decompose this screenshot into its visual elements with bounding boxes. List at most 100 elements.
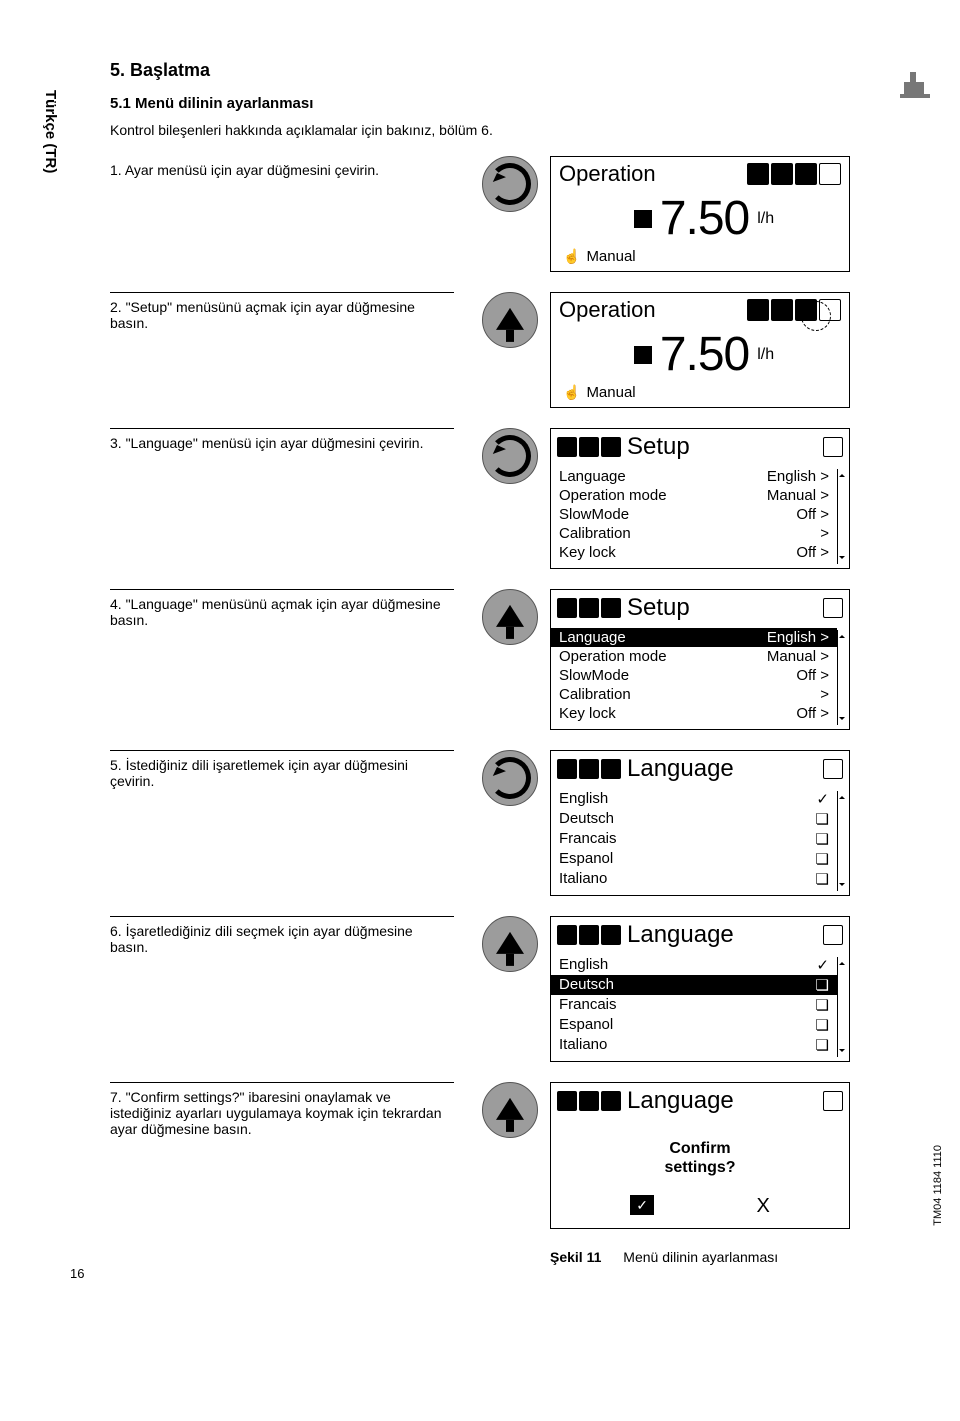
info-icon bbox=[579, 759, 599, 779]
row-value: Off > bbox=[796, 667, 829, 684]
stop-icon-2 bbox=[634, 346, 652, 364]
step2-num: 2. bbox=[110, 299, 122, 315]
setup-icon bbox=[823, 759, 843, 779]
page-number: 16 bbox=[70, 1266, 84, 1281]
row-value: > bbox=[820, 686, 829, 703]
step6-text: İşaretlediğiniz dili seçmek için ayar dü… bbox=[110, 923, 413, 955]
alarm-icon bbox=[601, 759, 621, 779]
alarm-icon bbox=[601, 1091, 621, 1111]
op-unit: l/h bbox=[757, 210, 774, 228]
stop-icon bbox=[634, 210, 652, 228]
row-value: Manual > bbox=[767, 487, 829, 504]
info-icon bbox=[579, 437, 599, 457]
check-icon bbox=[816, 956, 829, 974]
step4-text: "Language" menüsünü açmak için ayar düğm… bbox=[110, 596, 441, 628]
knob-press-icon bbox=[482, 1082, 538, 1138]
home-icon bbox=[557, 598, 577, 618]
row-label: Language bbox=[559, 629, 626, 646]
ref-code: TM04 1184 1110 bbox=[932, 1145, 944, 1226]
row-value: English > bbox=[767, 468, 829, 485]
confirm-line1: Confirm bbox=[551, 1139, 849, 1158]
lang-list-sel: English Deutsch Francais Espanol Italian… bbox=[551, 953, 837, 1061]
setup-title: Setup bbox=[627, 433, 690, 461]
checkbox-icon bbox=[816, 976, 829, 994]
highlight-circle bbox=[801, 301, 831, 331]
confirm-line2: settings? bbox=[551, 1158, 849, 1177]
confirm-screen: Language Confirm settings? ✓ X bbox=[550, 1082, 850, 1229]
sidebar-lang-label: Türkçe (TR) bbox=[42, 90, 59, 173]
lang-opt: English bbox=[559, 956, 608, 974]
step1-text: Ayar menüsü için ayar düğmesini çevirin. bbox=[125, 162, 379, 178]
row-label: SlowMode bbox=[559, 667, 629, 684]
heading-menu-lang: 5.1 Menü dilinin ayarlanması bbox=[110, 95, 910, 112]
knob-press-icon bbox=[482, 916, 538, 972]
info-icon bbox=[579, 598, 599, 618]
op-title-2: Operation bbox=[559, 297, 656, 323]
row-label: Key lock bbox=[559, 544, 616, 561]
lang-opt: Italiano bbox=[559, 870, 607, 888]
setup-icon bbox=[823, 598, 843, 618]
step3-text: "Language" menüsü için ayar düğmesini çe… bbox=[126, 435, 424, 451]
figure-caption: Menü dilinin ayarlanması bbox=[623, 1249, 778, 1265]
lang-opt: Francais bbox=[559, 996, 617, 1014]
setup-screen-sel: Setup LanguageEnglish > Operation modeMa… bbox=[550, 589, 850, 730]
header-icons-2 bbox=[747, 299, 841, 321]
lang-opt: Deutsch bbox=[559, 976, 614, 994]
step1-num: 1. bbox=[110, 162, 122, 178]
checkbox-icon bbox=[816, 850, 829, 868]
row-label: Calibration bbox=[559, 525, 631, 542]
alarm-icon bbox=[601, 437, 621, 457]
row-label: Operation mode bbox=[559, 487, 667, 504]
checkbox-icon bbox=[816, 830, 829, 848]
confirm-title: Language bbox=[627, 1087, 734, 1115]
knob-rotate-icon bbox=[482, 750, 538, 806]
setup-icon bbox=[823, 437, 843, 457]
figure-number: Şekil 11 bbox=[550, 1249, 601, 1265]
lang-opt: Espanol bbox=[559, 850, 613, 868]
op-mode: Manual bbox=[586, 248, 635, 265]
confirm-ok: ✓ bbox=[630, 1195, 654, 1215]
op-value: 7.50 bbox=[660, 191, 749, 246]
lang-opt: Italiano bbox=[559, 1036, 607, 1054]
check-icon bbox=[816, 790, 829, 808]
pump-icon bbox=[900, 70, 930, 100]
scrollbar bbox=[837, 630, 845, 725]
scrollbar bbox=[837, 957, 845, 1057]
row-label: Language bbox=[559, 468, 626, 485]
setup-icon bbox=[823, 925, 843, 945]
hand-icon: ☝ bbox=[563, 248, 580, 265]
row-label: SlowMode bbox=[559, 506, 629, 523]
knob-rotate-icon bbox=[482, 428, 538, 484]
lang-opt: Francais bbox=[559, 830, 617, 848]
step3-num: 3. bbox=[110, 435, 122, 451]
checkbox-icon bbox=[816, 996, 829, 1014]
row-value: Off > bbox=[796, 506, 829, 523]
op-mode-2: Manual bbox=[586, 384, 635, 401]
lang-title: Language bbox=[627, 755, 734, 783]
row-value: Manual > bbox=[767, 648, 829, 665]
op-value-2: 7.50 bbox=[660, 327, 749, 382]
checkbox-icon bbox=[816, 810, 829, 828]
checkbox-icon bbox=[816, 1036, 829, 1054]
home-icon bbox=[557, 437, 577, 457]
scrollbar bbox=[837, 469, 845, 564]
step4-num: 4. bbox=[110, 596, 122, 612]
knob-press-icon bbox=[482, 292, 538, 348]
op-unit-2: l/h bbox=[757, 346, 774, 364]
checkbox-icon bbox=[816, 1016, 829, 1034]
setup-list-sel: LanguageEnglish > Operation modeManual >… bbox=[551, 626, 837, 729]
knob-rotate-icon bbox=[482, 156, 538, 212]
confirm-cancel: X bbox=[756, 1195, 769, 1218]
info-icon bbox=[579, 925, 599, 945]
lang-opt: Deutsch bbox=[559, 810, 614, 828]
row-value: Off > bbox=[796, 705, 829, 722]
header-icons bbox=[747, 163, 841, 185]
step6-num: 6. bbox=[110, 923, 122, 939]
setup-title-2: Setup bbox=[627, 594, 690, 622]
info-icon bbox=[579, 1091, 599, 1111]
row-value: Off > bbox=[796, 544, 829, 561]
row-label: Operation mode bbox=[559, 648, 667, 665]
step2-text: "Setup" menüsünü açmak için ayar düğmesi… bbox=[110, 299, 415, 331]
checkbox-icon bbox=[816, 870, 829, 888]
subtext: Kontrol bileşenleri hakkında açıklamalar… bbox=[110, 122, 910, 138]
